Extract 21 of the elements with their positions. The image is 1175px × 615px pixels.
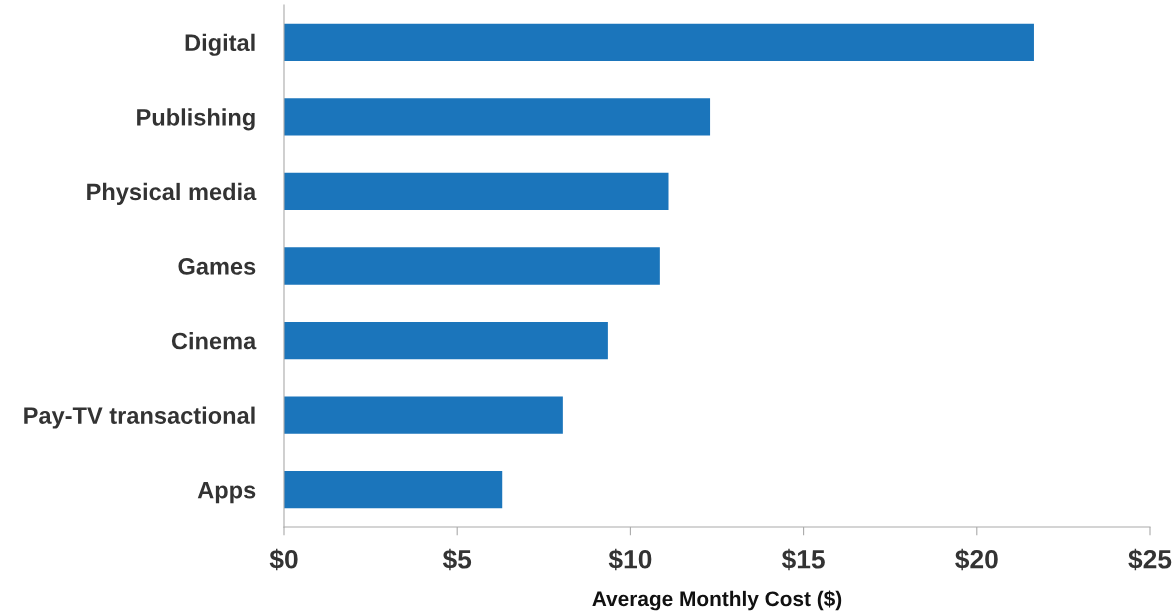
bar — [284, 247, 660, 285]
y-tick-label: Games — [178, 258, 256, 275]
y-tick-label: Pay-TV transactional — [24, 406, 255, 429]
bar — [284, 98, 711, 136]
y-tick-label: Digital — [185, 33, 255, 56]
y-tick-label: Publishing — [137, 108, 255, 131]
x-tick-label: $25 — [1128, 548, 1172, 571]
x-tick-label: $0 — [269, 548, 298, 571]
y-tick-label: Physical media — [87, 182, 257, 205]
x-tick-label: $20 — [955, 548, 998, 571]
bar — [284, 396, 563, 434]
bar — [284, 321, 608, 360]
y-tick-label: Cinema — [171, 332, 257, 350]
x-tick-label: $10 — [608, 548, 652, 571]
bar — [284, 23, 1034, 61]
y-tick-label: Apps — [197, 482, 256, 504]
x-tick-label: $5 — [442, 548, 472, 571]
x-axis-title: Average Monthly Cost ($) — [592, 590, 842, 611]
bar — [284, 172, 669, 211]
bar — [284, 471, 503, 509]
x-tick-label: $15 — [781, 548, 825, 571]
